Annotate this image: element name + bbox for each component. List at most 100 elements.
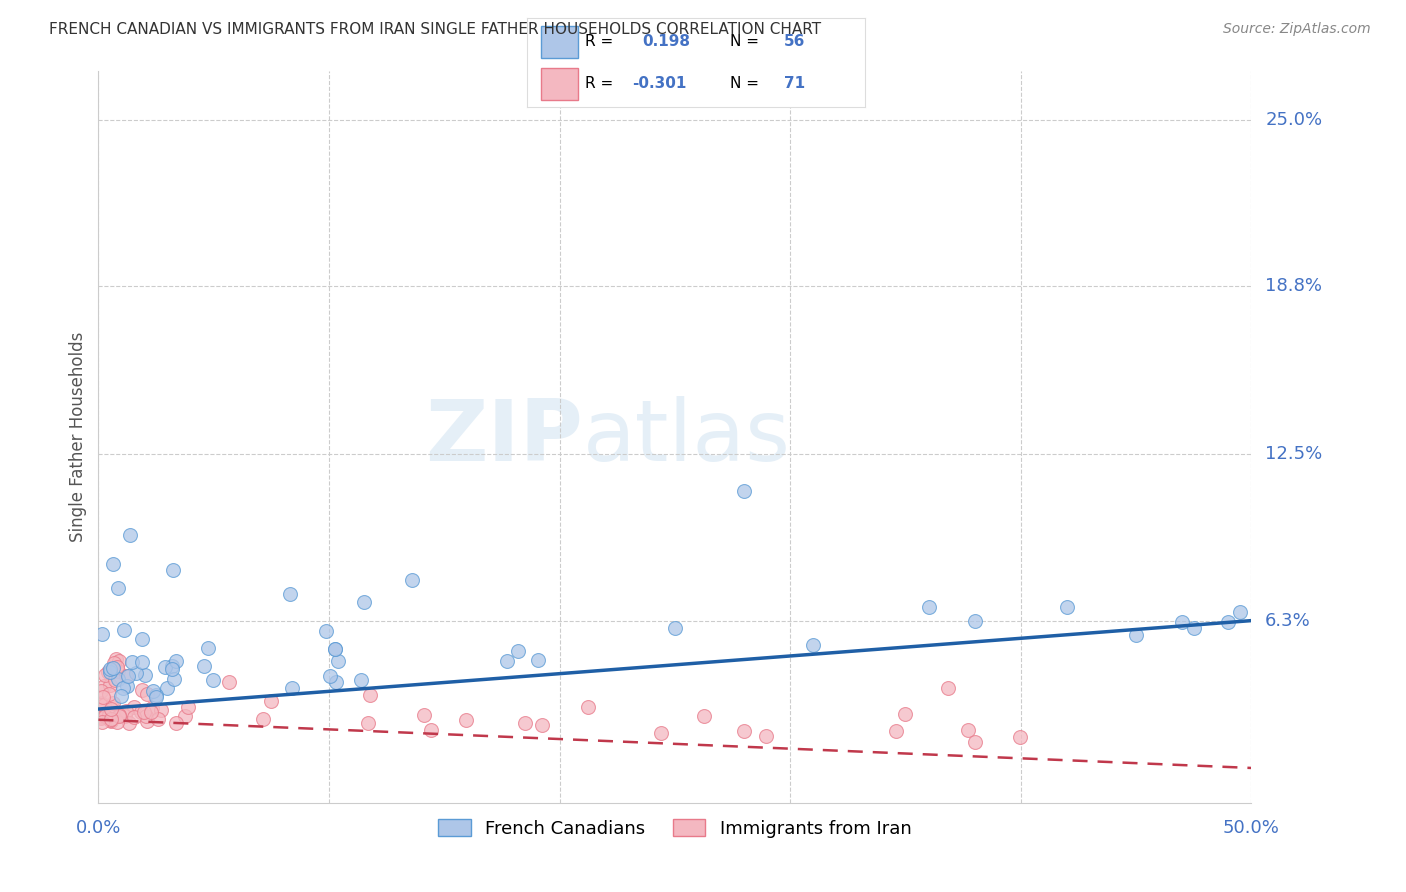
Point <box>162 662 184 676</box>
Point <box>105 652 128 666</box>
Point <box>496 654 519 668</box>
Point <box>323 642 346 657</box>
Point <box>98 708 121 723</box>
Point <box>165 716 187 731</box>
Point <box>105 660 128 674</box>
Point <box>100 714 122 728</box>
Text: 0.0%: 0.0% <box>76 820 121 838</box>
Point <box>163 673 186 687</box>
Point <box>91 690 114 704</box>
Point <box>93 679 115 693</box>
Point <box>125 666 148 681</box>
FancyBboxPatch shape <box>541 26 578 58</box>
Point <box>145 688 167 702</box>
Point <box>353 595 375 609</box>
Point <box>218 675 240 690</box>
Point <box>150 703 173 717</box>
Text: ZIP: ZIP <box>425 395 582 479</box>
Point <box>91 715 114 730</box>
Point <box>129 706 152 720</box>
Point <box>323 642 346 657</box>
Point <box>121 655 143 669</box>
Point <box>111 681 134 695</box>
Point <box>94 667 117 681</box>
Point <box>693 709 716 723</box>
Point <box>90 710 112 724</box>
Point <box>1171 615 1194 629</box>
Y-axis label: Single Father Households: Single Father Households <box>69 332 87 542</box>
Point <box>281 681 304 696</box>
Point <box>174 708 197 723</box>
Point <box>350 673 373 688</box>
Point <box>359 688 381 702</box>
Point <box>112 623 135 637</box>
Point <box>1229 605 1251 619</box>
Point <box>90 698 112 712</box>
Point <box>135 709 157 723</box>
Point <box>101 699 124 714</box>
Point <box>115 679 138 693</box>
Point <box>413 708 436 723</box>
Point <box>98 662 121 676</box>
FancyBboxPatch shape <box>541 68 578 100</box>
Point <box>506 643 529 657</box>
Point <box>319 669 342 683</box>
Point <box>315 624 337 639</box>
Point <box>103 557 125 571</box>
Text: 25.0%: 25.0% <box>1265 111 1323 128</box>
Point <box>650 726 672 740</box>
Text: 12.5%: 12.5% <box>1265 445 1323 464</box>
Point <box>131 632 153 646</box>
Point <box>97 687 120 701</box>
Point <box>100 714 122 729</box>
Point <box>110 690 132 704</box>
Point <box>801 638 824 652</box>
Point <box>193 658 215 673</box>
Point <box>104 673 127 688</box>
Point <box>97 665 120 680</box>
Point <box>103 661 125 675</box>
Point <box>135 687 157 701</box>
Point <box>894 706 917 721</box>
Point <box>325 674 347 689</box>
Point <box>401 574 423 588</box>
Text: 6.3%: 6.3% <box>1265 612 1310 630</box>
Point <box>148 712 170 726</box>
Point <box>117 669 139 683</box>
Text: 50.0%: 50.0% <box>1223 820 1279 838</box>
Point <box>90 711 112 725</box>
Text: atlas: atlas <box>582 395 790 479</box>
Point <box>733 724 755 739</box>
Point <box>120 528 142 542</box>
Point <box>131 683 153 698</box>
Point <box>1125 628 1147 642</box>
Point <box>201 673 224 687</box>
Text: 0.198: 0.198 <box>643 35 690 49</box>
Point <box>456 714 478 728</box>
Point <box>132 705 155 719</box>
Point <box>107 665 129 679</box>
Point <box>135 714 157 728</box>
Point <box>118 715 141 730</box>
Point <box>755 729 778 743</box>
Text: 18.8%: 18.8% <box>1265 277 1322 294</box>
Point <box>197 641 219 656</box>
Point <box>1008 731 1031 745</box>
Point <box>107 582 129 596</box>
Point <box>177 699 200 714</box>
Text: Source: ZipAtlas.com: Source: ZipAtlas.com <box>1223 22 1371 37</box>
Point <box>530 718 553 732</box>
Point <box>98 665 121 679</box>
Point <box>107 672 129 686</box>
Point <box>576 699 599 714</box>
Point <box>326 654 349 668</box>
Point <box>1056 599 1078 614</box>
Text: R =: R = <box>585 35 613 49</box>
Point <box>515 715 537 730</box>
Point <box>103 696 125 710</box>
Point <box>98 678 121 692</box>
Point <box>108 709 131 723</box>
Text: -0.301: -0.301 <box>631 77 686 91</box>
Point <box>131 656 153 670</box>
Point <box>526 652 548 666</box>
